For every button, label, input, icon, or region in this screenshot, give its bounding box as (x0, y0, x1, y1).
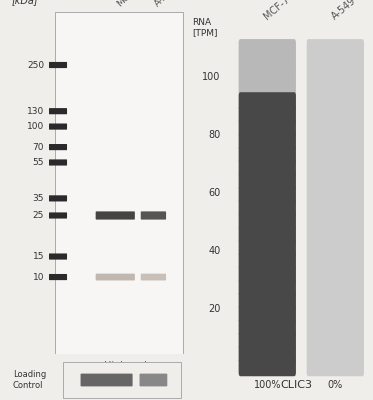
Text: 25: 25 (33, 211, 44, 220)
Text: 20: 20 (209, 304, 221, 314)
Text: MCF-7: MCF-7 (115, 0, 141, 8)
FancyBboxPatch shape (239, 344, 296, 363)
Text: 60: 60 (209, 188, 221, 198)
FancyBboxPatch shape (307, 331, 364, 350)
FancyBboxPatch shape (307, 172, 364, 190)
Text: 130: 130 (27, 107, 44, 116)
Text: A-549: A-549 (153, 0, 178, 8)
FancyBboxPatch shape (239, 145, 296, 164)
FancyBboxPatch shape (307, 212, 364, 230)
Text: 35: 35 (33, 194, 44, 203)
FancyBboxPatch shape (307, 145, 364, 164)
FancyBboxPatch shape (239, 172, 296, 190)
FancyBboxPatch shape (307, 292, 364, 310)
FancyBboxPatch shape (239, 198, 296, 217)
FancyBboxPatch shape (49, 274, 67, 280)
Text: 40: 40 (209, 246, 221, 256)
FancyBboxPatch shape (49, 144, 67, 150)
FancyBboxPatch shape (307, 185, 364, 204)
FancyBboxPatch shape (239, 119, 296, 137)
Text: 55: 55 (33, 158, 44, 167)
Text: 80: 80 (209, 130, 221, 140)
FancyBboxPatch shape (140, 374, 167, 386)
FancyBboxPatch shape (307, 252, 364, 270)
Text: 100: 100 (203, 72, 221, 82)
FancyBboxPatch shape (95, 211, 135, 220)
FancyBboxPatch shape (307, 79, 364, 97)
FancyBboxPatch shape (49, 108, 67, 114)
FancyBboxPatch shape (49, 195, 67, 202)
FancyBboxPatch shape (307, 39, 364, 58)
FancyBboxPatch shape (239, 79, 296, 97)
FancyBboxPatch shape (54, 12, 183, 354)
FancyBboxPatch shape (239, 92, 296, 111)
FancyBboxPatch shape (49, 160, 67, 166)
FancyBboxPatch shape (307, 159, 364, 177)
FancyBboxPatch shape (239, 39, 296, 58)
Text: 100%: 100% (254, 380, 281, 390)
Text: A-549: A-549 (330, 0, 358, 22)
FancyBboxPatch shape (239, 159, 296, 177)
Text: Low: Low (144, 361, 163, 371)
FancyBboxPatch shape (49, 212, 67, 218)
FancyBboxPatch shape (307, 358, 364, 376)
FancyBboxPatch shape (49, 124, 67, 130)
FancyBboxPatch shape (239, 331, 296, 350)
Text: 70: 70 (33, 142, 44, 152)
Text: 100: 100 (27, 122, 44, 131)
FancyBboxPatch shape (141, 211, 166, 220)
FancyBboxPatch shape (307, 238, 364, 257)
FancyBboxPatch shape (307, 132, 364, 150)
Text: Loading
Control: Loading Control (13, 370, 46, 390)
FancyBboxPatch shape (307, 52, 364, 71)
FancyBboxPatch shape (239, 185, 296, 204)
FancyBboxPatch shape (307, 66, 364, 84)
FancyBboxPatch shape (307, 265, 364, 283)
Text: 250: 250 (27, 60, 44, 70)
Text: MCF-7: MCF-7 (262, 0, 292, 22)
FancyBboxPatch shape (239, 212, 296, 230)
FancyBboxPatch shape (141, 274, 166, 280)
FancyBboxPatch shape (239, 265, 296, 283)
Text: High: High (104, 361, 126, 371)
FancyBboxPatch shape (49, 254, 67, 260)
FancyBboxPatch shape (307, 106, 364, 124)
FancyBboxPatch shape (239, 318, 296, 336)
Text: [kDa]: [kDa] (11, 0, 38, 5)
FancyBboxPatch shape (49, 62, 67, 68)
FancyBboxPatch shape (95, 274, 135, 280)
FancyBboxPatch shape (307, 318, 364, 336)
FancyBboxPatch shape (239, 66, 296, 84)
Text: 10: 10 (33, 272, 44, 282)
FancyBboxPatch shape (239, 292, 296, 310)
FancyBboxPatch shape (63, 362, 181, 398)
Text: 15: 15 (33, 252, 44, 261)
FancyBboxPatch shape (239, 132, 296, 150)
FancyBboxPatch shape (239, 225, 296, 244)
FancyBboxPatch shape (307, 119, 364, 137)
FancyBboxPatch shape (239, 106, 296, 124)
FancyBboxPatch shape (307, 198, 364, 217)
FancyBboxPatch shape (81, 374, 133, 386)
Text: CLIC3: CLIC3 (280, 380, 312, 390)
Text: RNA
[TPM]: RNA [TPM] (192, 18, 217, 37)
FancyBboxPatch shape (307, 278, 364, 296)
FancyBboxPatch shape (307, 344, 364, 363)
FancyBboxPatch shape (239, 238, 296, 257)
Text: 0%: 0% (328, 380, 343, 390)
FancyBboxPatch shape (307, 92, 364, 111)
FancyBboxPatch shape (307, 305, 364, 323)
FancyBboxPatch shape (239, 358, 296, 376)
FancyBboxPatch shape (239, 52, 296, 71)
FancyBboxPatch shape (239, 305, 296, 323)
FancyBboxPatch shape (239, 252, 296, 270)
FancyBboxPatch shape (239, 278, 296, 296)
FancyBboxPatch shape (307, 225, 364, 244)
